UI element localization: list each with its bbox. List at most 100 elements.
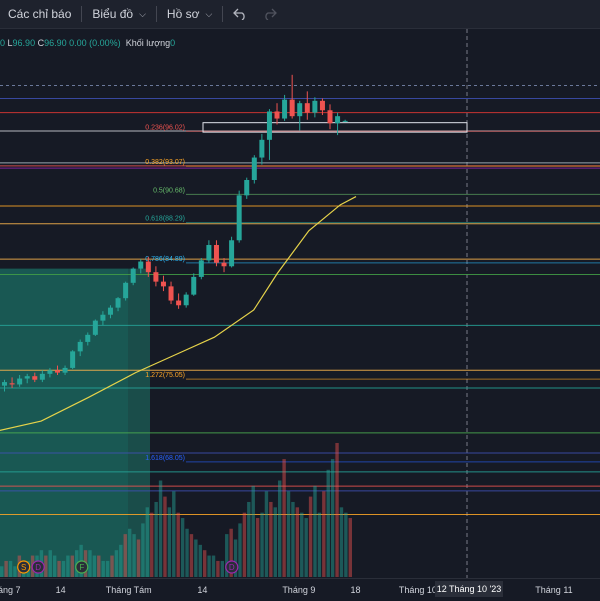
volume-bar bbox=[286, 491, 291, 577]
candle-body[interactable] bbox=[289, 99, 295, 117]
fib-level-label: 0.236(96.02) bbox=[145, 124, 185, 131]
volume-bar bbox=[339, 507, 344, 577]
volume-bar bbox=[4, 560, 8, 577]
time-axis-tick-label: 14 bbox=[55, 585, 66, 595]
candle-body[interactable] bbox=[138, 261, 144, 269]
event-marker[interactable] bbox=[225, 560, 239, 574]
candle-body[interactable] bbox=[153, 272, 159, 282]
fib-level-label: 0.786(84.89) bbox=[145, 256, 185, 263]
candle-body[interactable] bbox=[62, 367, 68, 373]
volume-bar bbox=[300, 512, 304, 577]
candle-body[interactable] bbox=[123, 282, 129, 299]
volume-bar bbox=[136, 539, 141, 577]
candle-body[interactable] bbox=[176, 300, 182, 306]
volume-bar bbox=[167, 507, 172, 577]
candle-body[interactable] bbox=[266, 111, 272, 140]
candle-body[interactable] bbox=[236, 195, 242, 241]
event-marker-letter: S bbox=[21, 563, 26, 572]
candle-body[interactable] bbox=[191, 276, 197, 295]
fib-level-label: 1.272(75.05) bbox=[145, 372, 185, 379]
low-value: 96.90 bbox=[12, 38, 36, 48]
volume-bar bbox=[251, 485, 255, 577]
event-marker[interactable] bbox=[75, 560, 89, 574]
candle-body[interactable] bbox=[319, 100, 325, 111]
volume-label: Khối lượng bbox=[125, 38, 171, 48]
candle-body[interactable] bbox=[100, 314, 106, 321]
candle-body[interactable] bbox=[342, 120, 348, 122]
time-axis-tick-label: Tháng 9 bbox=[282, 585, 316, 595]
price-chart[interactable]: 0.236(96.02) 0.382(93.07) 0.5(90.68) 0.618(… bbox=[0, 29, 600, 578]
volume-bar bbox=[322, 491, 326, 577]
candle-body[interactable] bbox=[24, 376, 30, 379]
volume-bar bbox=[295, 507, 300, 577]
time-axis-tick-label: Tháng Tám bbox=[105, 585, 152, 595]
candle-body[interactable] bbox=[160, 281, 166, 287]
volume-bar bbox=[48, 550, 52, 577]
candle-body[interactable] bbox=[304, 103, 310, 113]
candle-body[interactable] bbox=[2, 382, 7, 386]
candle-body[interactable] bbox=[85, 334, 91, 342]
selection-box[interactable] bbox=[202, 122, 468, 133]
candle-body[interactable] bbox=[221, 262, 227, 267]
volume-bar bbox=[97, 555, 101, 577]
time-axis[interactable]: Tháng 7 14 Tháng Tám 14 Tháng 9 18 Tháng 10 Thá… bbox=[0, 578, 600, 601]
profile-menu-label: Hồ sơ bbox=[166, 7, 200, 21]
candle-body[interactable] bbox=[115, 298, 121, 308]
candle-body[interactable] bbox=[130, 268, 136, 283]
volume-bar bbox=[335, 443, 339, 577]
candle-body[interactable] bbox=[198, 260, 204, 277]
volume-bar bbox=[88, 550, 92, 577]
volume-bar bbox=[180, 518, 185, 577]
volume-bar bbox=[313, 485, 317, 577]
volume-bar bbox=[308, 496, 313, 577]
candle-body[interactable] bbox=[244, 180, 250, 196]
indicators-button[interactable]: Các chỉ báo bbox=[0, 0, 79, 28]
candle-body[interactable] bbox=[229, 240, 235, 267]
volume-bar bbox=[110, 555, 114, 577]
volume-bar bbox=[172, 491, 176, 577]
candle-body[interactable] bbox=[183, 294, 189, 306]
event-marker[interactable] bbox=[31, 560, 45, 574]
candle-body[interactable] bbox=[327, 110, 333, 124]
chart-menu-button[interactable]: Biểu đồ ⌵ bbox=[84, 0, 154, 28]
candle-body[interactable] bbox=[259, 139, 265, 158]
volume-bar bbox=[202, 550, 207, 577]
candle-body[interactable] bbox=[77, 341, 83, 352]
candle-body[interactable] bbox=[39, 373, 45, 380]
volume-bar bbox=[220, 560, 225, 577]
candle-body[interactable] bbox=[32, 376, 38, 380]
volume-bar bbox=[13, 566, 17, 577]
candle-body[interactable] bbox=[206, 245, 212, 261]
event-marker[interactable] bbox=[17, 560, 31, 574]
volume-bar bbox=[291, 501, 295, 577]
candle-body[interactable] bbox=[213, 245, 219, 263]
candle-body[interactable] bbox=[297, 103, 303, 117]
candle-body[interactable] bbox=[47, 370, 53, 374]
volume-bar bbox=[198, 544, 202, 577]
volume-bar bbox=[216, 560, 220, 577]
candle-body[interactable] bbox=[145, 261, 151, 273]
volume-bar bbox=[163, 496, 167, 577]
volume-bar bbox=[233, 539, 238, 577]
event-marker-letter: D bbox=[229, 563, 235, 572]
candle-body[interactable] bbox=[312, 100, 318, 113]
candle-body[interactable] bbox=[70, 351, 76, 368]
candle-body[interactable] bbox=[251, 157, 257, 180]
undo-button[interactable] bbox=[225, 0, 255, 28]
volume-bar bbox=[194, 539, 198, 577]
volume-bar bbox=[8, 560, 13, 577]
candle-body[interactable] bbox=[9, 383, 15, 385]
candle-body[interactable] bbox=[107, 307, 113, 315]
candle-body[interactable] bbox=[168, 286, 174, 301]
fib-level-label: 0.618(88.29) bbox=[145, 216, 185, 223]
volume-bar bbox=[176, 512, 180, 577]
candle-body[interactable] bbox=[54, 370, 60, 373]
volume-bar bbox=[211, 555, 216, 577]
candle-body[interactable] bbox=[17, 378, 23, 385]
candle-body[interactable] bbox=[92, 320, 98, 335]
candle-body[interactable] bbox=[274, 111, 280, 119]
redo-button[interactable] bbox=[255, 0, 285, 28]
candle-body[interactable] bbox=[335, 116, 341, 124]
candle-body[interactable] bbox=[282, 99, 288, 119]
profile-menu-button[interactable]: Hồ sơ ⌵ bbox=[159, 0, 220, 28]
